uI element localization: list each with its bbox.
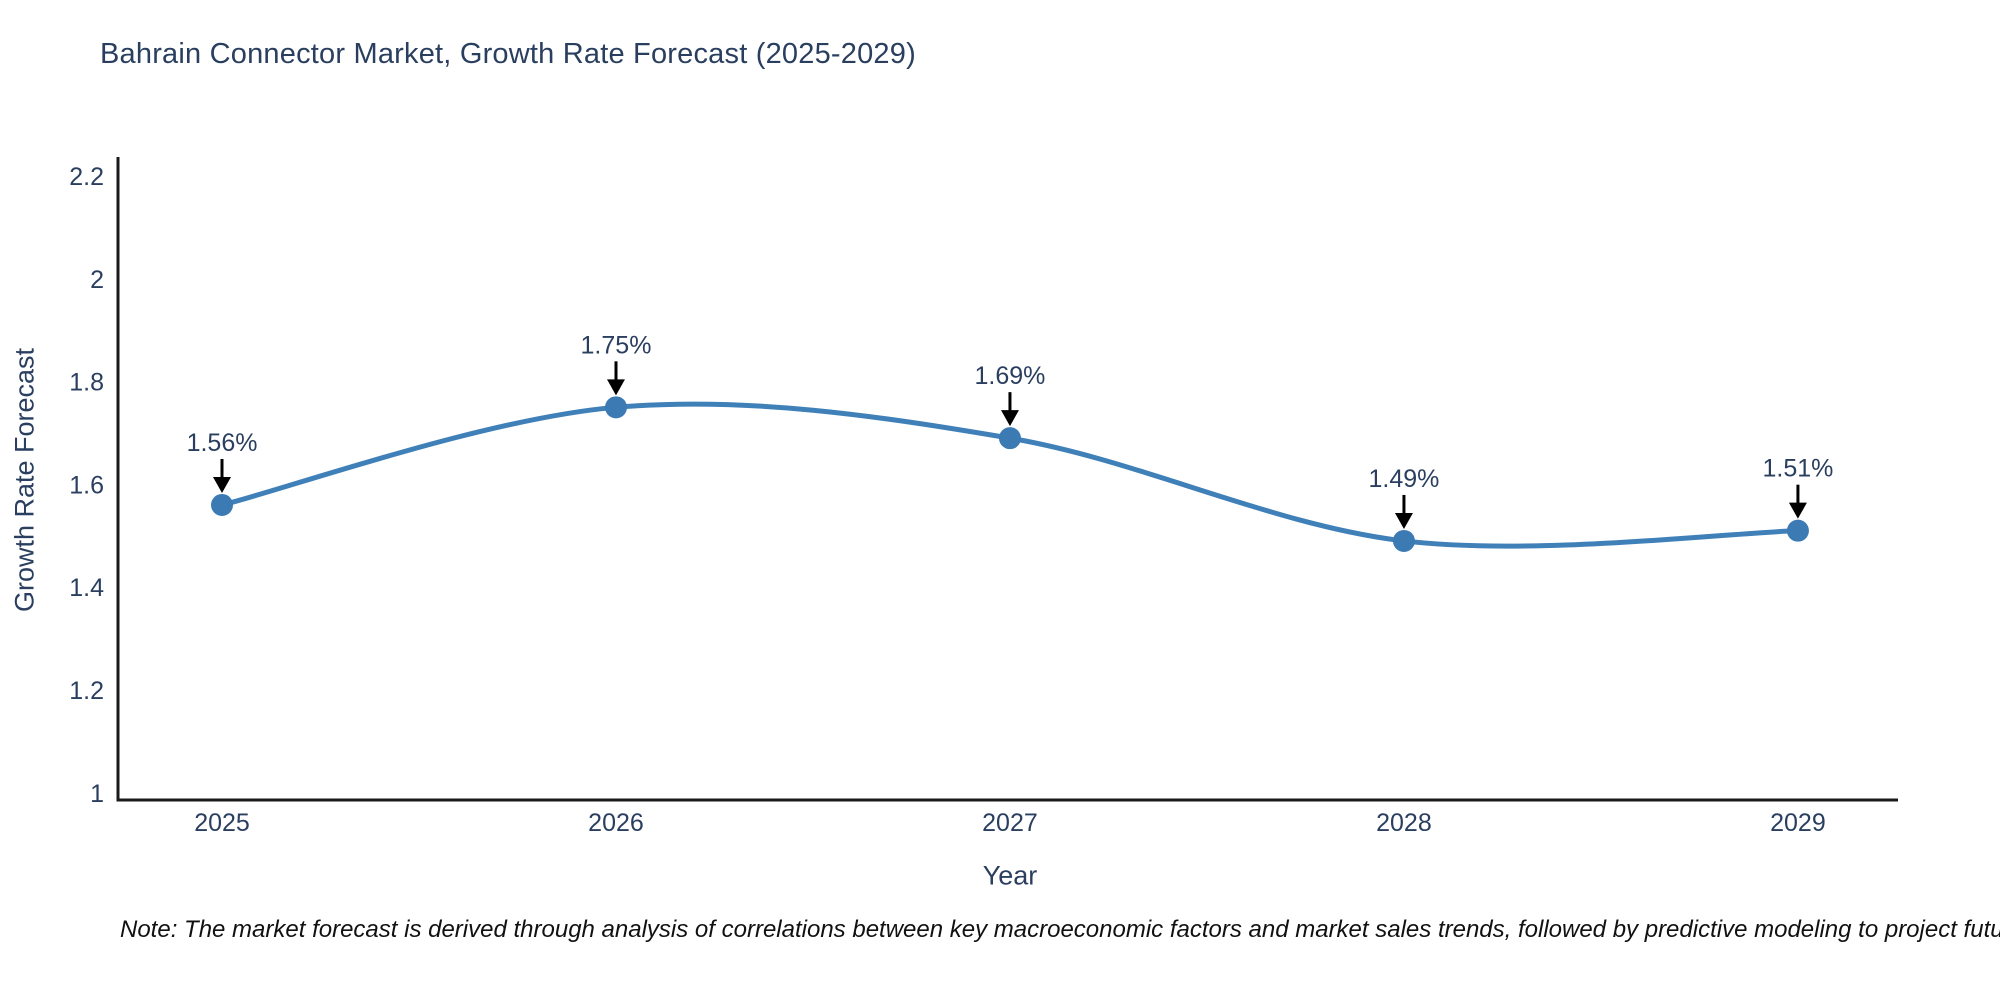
data-point-label: 1.49%: [1369, 465, 1440, 493]
data-point-marker[interactable]: [211, 493, 234, 516]
annotation-arrowhead-icon: [1788, 502, 1807, 519]
annotation-arrowhead-icon: [213, 476, 232, 493]
x-tick-label: 2028: [1376, 809, 1432, 837]
y-tick-label: 2.2: [69, 163, 104, 191]
data-point-marker[interactable]: [998, 427, 1021, 450]
data-point-marker[interactable]: [1786, 519, 1809, 542]
y-tick-label: 1.6: [69, 471, 104, 499]
data-point-label: 1.51%: [1762, 455, 1833, 483]
y-tick-label: 2: [90, 266, 104, 294]
y-tick-label: 1.8: [69, 369, 104, 397]
chart-title: Bahrain Connector Market, Growth Rate Fo…: [100, 38, 916, 70]
x-tick-label: 2029: [1770, 809, 1826, 837]
data-point-marker[interactable]: [1392, 529, 1415, 552]
x-tick-label: 2027: [982, 809, 1038, 837]
data-point-label: 1.56%: [187, 429, 258, 457]
x-axis-title: Year: [982, 860, 1038, 891]
y-tick-label: 1: [90, 780, 104, 808]
y-tick-label: 1.4: [69, 574, 104, 602]
annotation-arrowhead-icon: [606, 379, 625, 396]
data-point-label: 1.69%: [975, 362, 1046, 390]
annotation-arrowhead-icon: [1394, 512, 1413, 529]
data-point-marker[interactable]: [604, 396, 627, 419]
x-tick-label: 2026: [588, 809, 644, 837]
data-point-label: 1.75%: [581, 331, 652, 359]
x-tick-label: 2025: [194, 809, 250, 837]
annotation-arrowhead-icon: [1000, 410, 1019, 427]
footnote: Note: The market forecast is derived thr…: [120, 916, 2000, 943]
y-tick-label: 1.2: [69, 677, 104, 705]
